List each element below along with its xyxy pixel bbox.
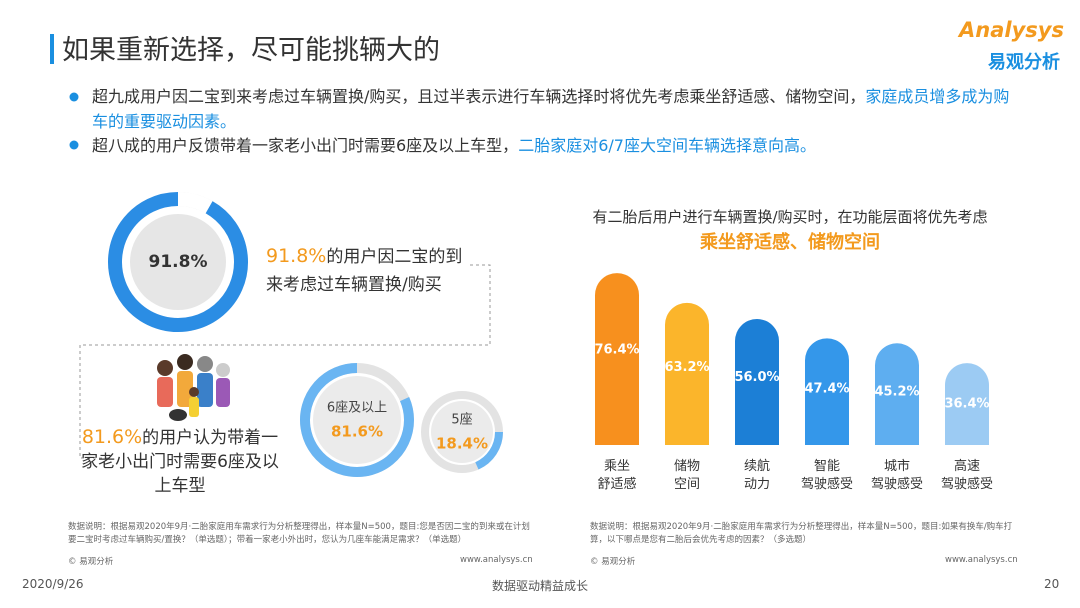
- x-tick-label: 城市驾驶感受: [871, 458, 923, 492]
- bar-value-label: 63.2%: [664, 360, 709, 375]
- family-illustration: [157, 354, 230, 421]
- ring-value: 81.6%: [331, 423, 383, 441]
- bar-chart-title: 有二胎后用户进行车辆置换/购买时，在功能层面将优先考虑乘坐舒适感、储物空间: [590, 204, 990, 256]
- footer-date: 2020/9/26: [22, 577, 84, 591]
- note: 数据说明：根据易观2020年9月·二胎家庭用车需求行为分析整理得出，样本量N=5…: [590, 522, 1013, 545]
- caption-value: 91.8%: [266, 245, 327, 267]
- x-tick-label: 高速驾驶感受: [941, 458, 993, 492]
- title: 如果重新选择，尽可能挑辆大的: [62, 35, 440, 66]
- bar-value-label: 36.4%: [944, 396, 989, 411]
- bullet-dot: [69, 140, 79, 150]
- bullet-highlight: 家庭成员增多成为购车的重要驱动因素。: [92, 87, 1010, 131]
- ring-center: [313, 376, 401, 464]
- bar-value-label: 56.0%: [734, 370, 779, 385]
- x-tick-label: 续航动力: [744, 458, 770, 492]
- title-bar: [50, 34, 54, 64]
- ring-segment: [300, 363, 414, 477]
- bullet-highlight: 二胎家庭对6/7座大空间车辆选择意向高。: [518, 136, 816, 155]
- bar-value-label: 47.4%: [804, 382, 849, 397]
- note: 数据说明：根据易观2020年9月·二胎家庭用车需求行为分析整理得出，样本量N=5…: [68, 522, 530, 545]
- bar: [875, 343, 919, 445]
- url: www.analysys.cn: [945, 555, 1018, 565]
- x-tick-label: 乘坐舒适感: [597, 459, 636, 492]
- bar: [665, 302, 709, 445]
- donut-caption: 91.8%的用户因二宝的到来考虑过车辆置换/购买: [266, 242, 471, 299]
- donut-segment: [108, 192, 248, 332]
- bar-value-label: 76.4%: [594, 342, 639, 357]
- bar: [595, 273, 639, 445]
- caption-value: 81.6%: [81, 426, 143, 448]
- ring-category: 6座及以上: [327, 401, 387, 416]
- donut-segment: [177, 192, 213, 214]
- ring-center: [431, 401, 493, 463]
- donut-label: 91.8%: [149, 252, 208, 272]
- source: © 易观分析: [68, 557, 114, 567]
- bar: [945, 363, 989, 445]
- donut-center: [130, 214, 226, 310]
- bar-title-highlight: 乘坐舒适感、储物空间: [700, 232, 880, 253]
- bar: [735, 319, 779, 445]
- ring-value: 18.4%: [436, 435, 488, 453]
- ring-category: 5座: [451, 413, 472, 428]
- caption-text: 的用户认为带着一家老小出门时需要6座及以上车型: [81, 428, 279, 496]
- url: www.analysys.cn: [460, 555, 533, 565]
- footer-slogan: 数据驱动精益成长: [491, 579, 588, 593]
- bar-value-label: 45.2%: [874, 384, 919, 399]
- logo-cn: 易观分析: [988, 52, 1060, 73]
- bullet: 超八成的用户反馈带着一家老小出门时需要6座及以上车型，二胎家庭对6/7座大空间车…: [92, 133, 1012, 158]
- bar-title-text: 有二胎后用户进行车辆置换/购买时，在功能层面将优先考虑: [592, 208, 988, 226]
- footer-page: 20: [1044, 577, 1060, 591]
- source: © 易观分析: [590, 557, 636, 567]
- rings-caption: 81.6%的用户认为带着一家老小出门时需要6座及以上车型: [80, 425, 280, 498]
- x-tick-label: 智能驾驶感受: [801, 459, 853, 492]
- bar: [805, 338, 849, 445]
- caption-text: 的用户因二宝的到来考虑过车辆置换/购买: [266, 247, 463, 295]
- logo-en: Analysys: [959, 18, 1064, 42]
- bullet-text: 超九成用户因二宝到来考虑过车辆置换/购买，且过半表示进行车辆选择时将优先考虑乘坐…: [92, 87, 866, 106]
- bullet: 超九成用户因二宝到来考虑过车辆置换/购买，且过半表示进行车辆选择时将优先考虑乘坐…: [92, 84, 1012, 134]
- bullet-text: 超八成的用户反馈带着一家老小出门时需要6座及以上车型，: [92, 136, 519, 155]
- ring-segment: [475, 431, 503, 470]
- x-tick-label: 储物空间: [674, 459, 700, 492]
- bullet-dot: [69, 92, 79, 102]
